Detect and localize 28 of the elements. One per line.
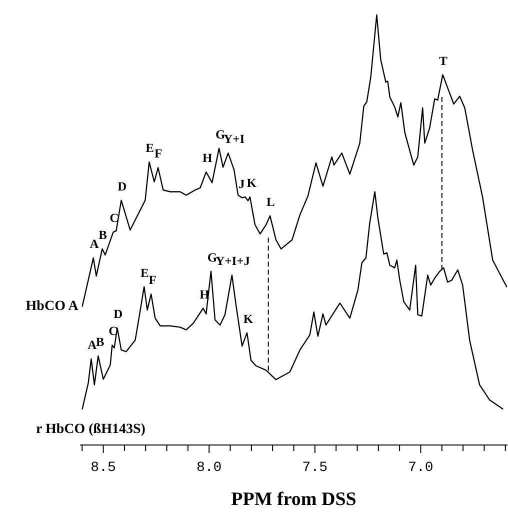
annotation: B bbox=[98, 228, 107, 242]
annotation: L bbox=[266, 194, 275, 209]
annotation: J bbox=[238, 176, 245, 191]
annotation: Y+I bbox=[224, 132, 245, 146]
annotation: A bbox=[88, 338, 97, 352]
annotation: E bbox=[146, 141, 154, 156]
x-tick-label: 8.5 bbox=[90, 460, 116, 476]
annotation: K bbox=[243, 312, 254, 326]
annotation: G bbox=[207, 250, 218, 264]
annotation: A bbox=[90, 236, 99, 251]
annotation: K bbox=[246, 176, 257, 190]
series-label: r HbCO (ßH143S) bbox=[36, 422, 146, 437]
annotation: Y+I+J bbox=[216, 254, 250, 268]
annotation: F bbox=[148, 273, 157, 288]
annotation: C bbox=[110, 211, 119, 226]
annotation: D bbox=[118, 179, 127, 194]
annotation: D bbox=[114, 307, 123, 322]
annotation: H bbox=[202, 150, 213, 165]
x-axis-title: PPM from DSS bbox=[231, 489, 356, 510]
x-tick-label: 7.5 bbox=[302, 460, 328, 476]
x-tick-label: 7.0 bbox=[408, 460, 434, 476]
annotation: F bbox=[154, 146, 162, 161]
annotation: B bbox=[96, 334, 104, 349]
series-label: HbCO A bbox=[26, 299, 80, 314]
x-tick-label: 8.0 bbox=[196, 460, 222, 476]
annotation: E bbox=[140, 266, 149, 280]
annotation: T bbox=[439, 54, 448, 68]
annotation: G bbox=[215, 127, 226, 142]
